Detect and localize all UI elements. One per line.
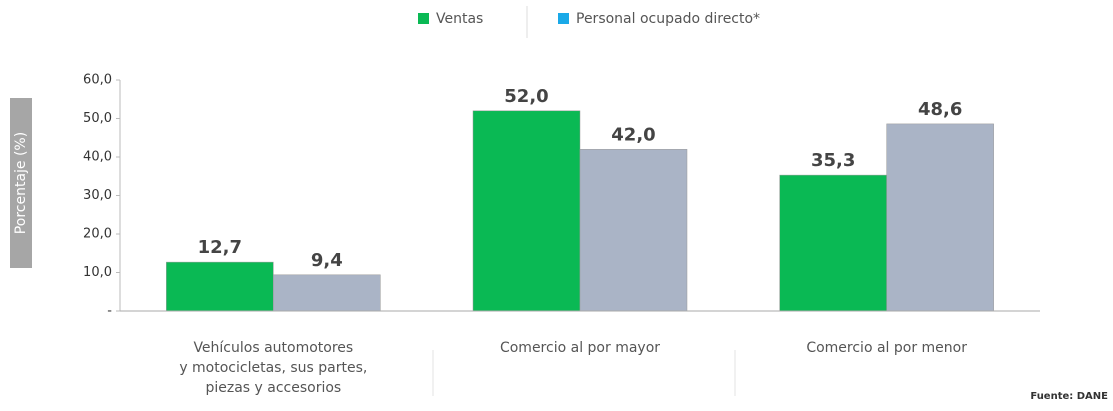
- value-label: 48,6: [918, 99, 962, 120]
- y-tick-label: -: [107, 304, 112, 319]
- legend-label: Personal ocupado directo*: [576, 11, 760, 27]
- y-tick-label: 50,0: [83, 111, 112, 126]
- value-label: 12,7: [198, 237, 242, 258]
- legend-label: Ventas: [436, 11, 483, 27]
- x-tick-label: Vehículos automotores y motocicletas, su…: [179, 340, 368, 396]
- y-axis-label: Porcentaje (%): [13, 132, 29, 234]
- y-tick-label: 40,0: [83, 150, 112, 165]
- y-tick-label: 30,0: [83, 188, 112, 203]
- bar: [886, 123, 994, 312]
- y-tick-label: 20,0: [83, 227, 112, 242]
- value-label: 9,4: [311, 250, 343, 271]
- bar: [472, 110, 581, 312]
- value-label: 35,3: [811, 150, 855, 171]
- bar: [779, 174, 887, 312]
- bar: [273, 274, 381, 312]
- bar: [579, 149, 688, 312]
- x-tick-label: Comercio al por menor: [806, 340, 967, 356]
- source: Fuente: DANE: [1030, 391, 1108, 402]
- legend-swatch: [558, 13, 569, 24]
- value-label: 52,0: [504, 86, 548, 107]
- bar: [166, 261, 274, 312]
- value-label: 42,0: [611, 124, 655, 145]
- y-tick-label: 10,0: [83, 265, 112, 280]
- legend-swatch: [418, 13, 429, 24]
- y-tick-label: 60,0: [83, 73, 112, 88]
- y-label-box: [10, 98, 32, 268]
- x-tick-label: Comercio al por mayor: [499, 340, 661, 356]
